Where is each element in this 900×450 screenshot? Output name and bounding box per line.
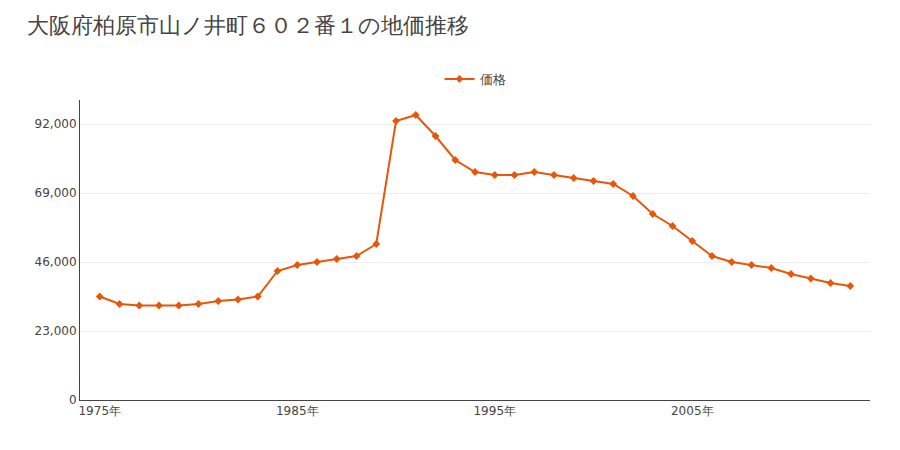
- svg-text:2005年: 2005年: [671, 404, 714, 418]
- svg-text:1975年: 1975年: [78, 404, 121, 418]
- svg-text:69,000: 69,000: [35, 186, 77, 200]
- svg-text:92,000: 92,000: [35, 117, 77, 131]
- svg-text:価格: 価格: [480, 72, 506, 87]
- svg-text:1995年: 1995年: [473, 404, 516, 418]
- svg-text:大阪府柏原市山ノ井町６０２番１の地価推移: 大阪府柏原市山ノ井町６０２番１の地価推移: [27, 13, 469, 38]
- svg-text:1985年: 1985年: [276, 404, 319, 418]
- svg-text:46,000: 46,000: [35, 255, 77, 269]
- svg-text:23,000: 23,000: [35, 324, 77, 338]
- svg-text:0: 0: [69, 393, 77, 407]
